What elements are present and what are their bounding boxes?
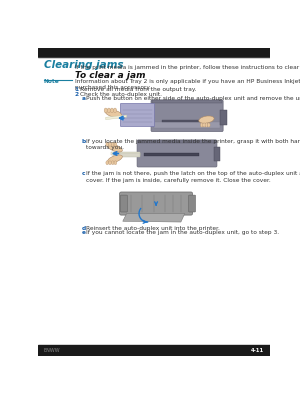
Ellipse shape bbox=[104, 108, 107, 113]
Bar bbox=[38, 345, 270, 356]
FancyBboxPatch shape bbox=[189, 195, 196, 212]
Ellipse shape bbox=[105, 110, 122, 118]
Ellipse shape bbox=[108, 155, 122, 163]
Bar bbox=[152, 100, 222, 103]
Ellipse shape bbox=[113, 108, 116, 113]
Text: If you cannot locate the jam in the auto-duplex unit, go to step 3.: If you cannot locate the jam in the auto… bbox=[86, 230, 280, 236]
Text: Check the auto-duplex unit.: Check the auto-duplex unit. bbox=[80, 92, 162, 97]
Polygon shape bbox=[106, 115, 127, 120]
Text: If the print media is jammed in the printer, follow these instructions to clear : If the print media is jammed in the prin… bbox=[75, 65, 300, 70]
Text: d: d bbox=[82, 226, 86, 231]
Bar bbox=[161, 120, 208, 122]
Bar bbox=[38, 48, 270, 57]
Text: Push the button on either side of the auto-duplex unit and remove the unit.: Push the button on either side of the au… bbox=[86, 96, 300, 101]
Bar bbox=[154, 122, 220, 128]
Ellipse shape bbox=[200, 123, 203, 127]
Ellipse shape bbox=[108, 144, 122, 152]
Text: ENWW: ENWW bbox=[44, 348, 60, 353]
Ellipse shape bbox=[114, 161, 117, 165]
Ellipse shape bbox=[109, 142, 111, 146]
Polygon shape bbox=[113, 153, 140, 156]
Ellipse shape bbox=[111, 161, 114, 165]
Text: a: a bbox=[82, 96, 86, 101]
Bar bbox=[145, 154, 199, 156]
Polygon shape bbox=[116, 154, 140, 156]
Ellipse shape bbox=[109, 161, 111, 165]
FancyBboxPatch shape bbox=[120, 104, 154, 126]
Polygon shape bbox=[111, 152, 140, 155]
Ellipse shape bbox=[106, 161, 109, 165]
FancyBboxPatch shape bbox=[151, 100, 223, 132]
Bar bbox=[138, 140, 216, 143]
FancyBboxPatch shape bbox=[120, 192, 193, 215]
FancyBboxPatch shape bbox=[137, 140, 217, 167]
Ellipse shape bbox=[205, 123, 208, 127]
Text: Remove all media from the output tray.: Remove all media from the output tray. bbox=[80, 87, 196, 92]
Ellipse shape bbox=[110, 108, 113, 113]
Ellipse shape bbox=[107, 108, 110, 113]
Text: Clearing jams: Clearing jams bbox=[44, 60, 123, 70]
Polygon shape bbox=[123, 214, 185, 222]
Ellipse shape bbox=[114, 142, 117, 146]
Ellipse shape bbox=[106, 142, 109, 146]
Ellipse shape bbox=[207, 123, 210, 127]
FancyBboxPatch shape bbox=[120, 195, 128, 212]
Ellipse shape bbox=[199, 116, 214, 123]
Text: 1: 1 bbox=[75, 87, 79, 92]
Bar bbox=[220, 110, 226, 125]
Text: Note: Note bbox=[44, 79, 59, 84]
Text: To clear a jam: To clear a jam bbox=[75, 71, 145, 80]
Text: If the jam is not there, push the latch on the top of the auto-duplex unit and l: If the jam is not there, push the latch … bbox=[86, 171, 300, 183]
Text: Information about Tray 2 is only applicable if you have an HP Business Inkjet 11: Information about Tray 2 is only applica… bbox=[75, 79, 300, 90]
Text: 4-11: 4-11 bbox=[250, 348, 264, 353]
Ellipse shape bbox=[111, 142, 114, 146]
Text: c: c bbox=[82, 171, 85, 176]
Text: e: e bbox=[82, 230, 86, 236]
Text: If you locate the jammed media inside the printer, grasp it with both hands and : If you locate the jammed media inside th… bbox=[86, 139, 300, 150]
Text: b: b bbox=[82, 139, 86, 144]
Text: Reinsert the auto-duplex unit into the printer.: Reinsert the auto-duplex unit into the p… bbox=[86, 226, 220, 231]
Bar bbox=[214, 147, 220, 161]
Text: 2: 2 bbox=[75, 92, 79, 97]
Ellipse shape bbox=[203, 123, 206, 127]
